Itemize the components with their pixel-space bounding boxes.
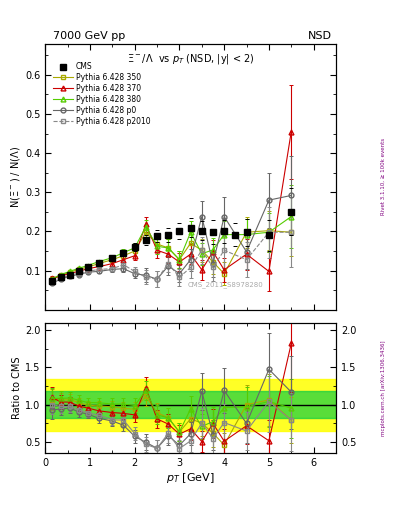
Y-axis label: N($\Xi^-$) / N($\Lambda$): N($\Xi^-$) / N($\Lambda$) [9, 145, 22, 208]
X-axis label: $p_T$ [GeV]: $p_T$ [GeV] [166, 471, 215, 485]
Text: CMS_2011_S8978280: CMS_2011_S8978280 [187, 282, 263, 288]
Y-axis label: Ratio to CMS: Ratio to CMS [12, 356, 22, 419]
Text: mcplots.cern.ch [arXiv:1306.3436]: mcplots.cern.ch [arXiv:1306.3436] [381, 340, 386, 436]
Text: 7000 GeV pp: 7000 GeV pp [53, 31, 125, 41]
Bar [45, 391, 336, 418]
Text: Rivet 3.1.10, ≥ 100k events: Rivet 3.1.10, ≥ 100k events [381, 138, 386, 215]
Bar [45, 378, 336, 431]
Text: $\Xi^-/\Lambda$  vs $p_T$ (NSD, |y| < 2): $\Xi^-/\Lambda$ vs $p_T$ (NSD, |y| < 2) [127, 52, 254, 66]
Text: NSD: NSD [308, 31, 332, 41]
Legend: CMS, Pythia 6.428 350, Pythia 6.428 370, Pythia 6.428 380, Pythia 6.428 p0, Pyth: CMS, Pythia 6.428 350, Pythia 6.428 370,… [52, 60, 152, 127]
